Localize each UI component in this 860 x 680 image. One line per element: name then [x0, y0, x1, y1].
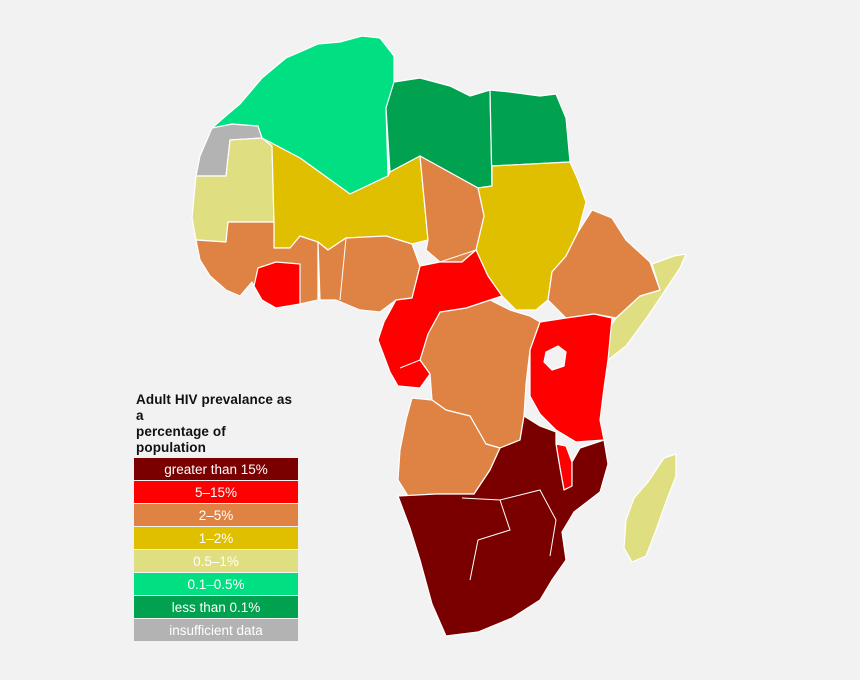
legend-title-line1: Adult HIV prevalance as a: [136, 392, 293, 423]
legend-item-label: 2–5%: [198, 507, 234, 523]
internal-borders: [339, 237, 557, 581]
legend-item-label: less than 0.1%: [171, 599, 261, 615]
legend-item-label: greater than 15%: [164, 461, 268, 477]
region-lake-victoria: [543, 345, 567, 371]
legend-item-label: 0.5–1%: [193, 553, 239, 569]
legend-title-line2: percentage of population: [136, 424, 226, 455]
legend-item: 0.5–1%: [134, 550, 298, 572]
legend: Adult HIV prevalance as a percentage of …: [134, 392, 298, 642]
legend-item: insufficient data: [134, 619, 298, 641]
region-sierra-leone-cote-divoire: [253, 261, 301, 309]
legend-item-label: 5–15%: [194, 484, 238, 500]
legend-item: 1–2%: [134, 527, 298, 549]
legend-item: 0.1–0.5%: [134, 573, 298, 595]
legend-item: 5–15%: [134, 481, 298, 503]
legend-item-label: 0.1–0.5%: [187, 576, 245, 592]
region-southern-africa: [397, 415, 609, 637]
region-madagascar: [623, 453, 677, 563]
region-ethiopia-south-sudan: [547, 209, 661, 319]
legend-item: greater than 15%: [134, 458, 298, 480]
region-east-africa: [529, 313, 613, 443]
legend-item-label: 1–2%: [198, 530, 234, 546]
legend-title: Adult HIV prevalance as a percentage of …: [136, 392, 298, 456]
legend-item: less than 0.1%: [134, 596, 298, 618]
legend-item-label: insufficient data: [169, 622, 263, 638]
legend-item: 2–5%: [134, 504, 298, 526]
region-cameroon-car-gabon: [377, 249, 503, 389]
legend-rows: greater than 15% 5–15% 2–5% 1–2% 0.5–1% 0.1–0…: [134, 458, 298, 641]
